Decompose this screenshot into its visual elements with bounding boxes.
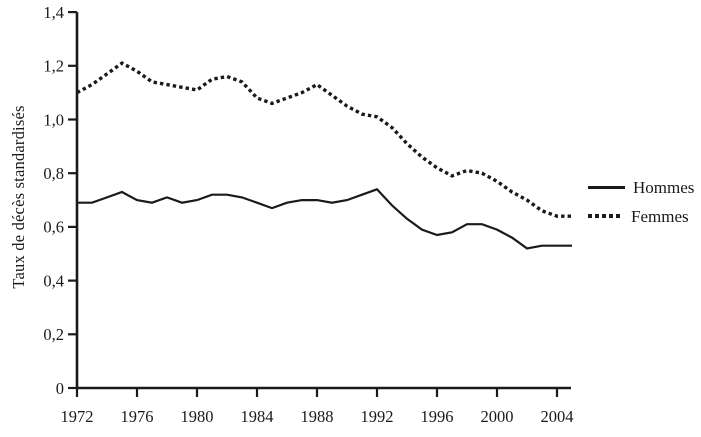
x-tick-label: 1984	[241, 407, 274, 426]
y-tick-label: 0,2	[43, 325, 64, 344]
x-tick-label: 1988	[301, 407, 334, 426]
x-tick-label: 2000	[481, 407, 514, 426]
femmes-dotted-line-swatch	[588, 214, 623, 218]
legend-label-femmes: Femmes	[631, 206, 689, 226]
y-tick-label: 1,0	[43, 110, 64, 129]
legend: Hommes Femmes	[588, 176, 694, 227]
x-tick-label: 1972	[61, 407, 94, 426]
y-tick-label: 1,2	[43, 57, 64, 76]
x-tick-label: 1992	[361, 407, 394, 426]
legend-item-hommes: Hommes	[588, 176, 694, 198]
x-tick-label: 1980	[181, 407, 214, 426]
x-tick-label: 2004	[541, 407, 574, 426]
x-axis-ticks: 1972 1976 1980 1984 1988 1992 1996 2000 2004	[61, 388, 574, 426]
x-tick-label: 1976	[121, 407, 154, 426]
y-tick-label: 1,4	[43, 3, 64, 22]
legend-item-femmes: Femmes	[588, 205, 694, 227]
y-tick-label: 0,8	[43, 164, 64, 183]
y-tick-label: 0	[56, 379, 64, 398]
hommes-solid-line-swatch	[588, 185, 625, 189]
legend-label-hommes: Hommes	[633, 177, 695, 197]
axes	[75, 12, 571, 390]
y-axis-ticks: 0 0,2 0,4 0,6 0,8 1,0 1,2 1,4	[43, 3, 77, 398]
data-series	[76, 61, 572, 250]
x-tick-label: 1996	[421, 407, 454, 426]
y-tick-label: 0,4	[43, 271, 64, 290]
hommes-line	[77, 188, 572, 250]
y-tick-label: 0,6	[43, 218, 64, 237]
femmes-line	[76, 61, 572, 218]
